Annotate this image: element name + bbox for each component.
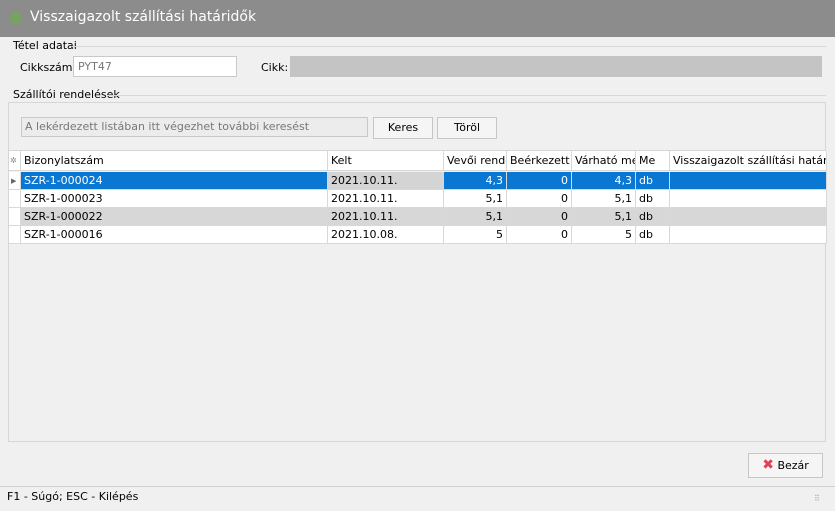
cell-me[interactable]: db	[636, 172, 670, 190]
cell-hatarido[interactable]	[670, 190, 827, 208]
cikkszam-field[interactable]: PYT47	[73, 56, 237, 77]
resize-grip-icon[interactable]: ⠿	[814, 494, 820, 503]
clear-button[interactable]: Töröl	[437, 117, 497, 139]
cell-bizonylat[interactable]: SZR-1-000023	[21, 190, 328, 208]
divider	[107, 95, 826, 96]
cell-varhato[interactable]: 5,1	[572, 208, 636, 226]
status-bar-text: F1 - Súgó; ESC - Kilépés	[7, 490, 139, 503]
col-vevoi[interactable]: Vevői rende	[444, 151, 507, 171]
close-button[interactable]: ✖ Bezár	[748, 453, 823, 478]
cell-beerkezett[interactable]: 0	[507, 208, 572, 226]
cell-kelt[interactable]: 2021.10.08.	[328, 226, 444, 244]
col-varhato[interactable]: Várható mer	[572, 151, 636, 171]
cikk-field	[290, 56, 822, 77]
cell-vevoi[interactable]: 4,3	[444, 172, 507, 190]
cikkszam-label: Cikkszám:	[20, 61, 77, 74]
table-row[interactable]: ▶ SZR-1-000024 2021.10.11. 4,3 0 4,3 db	[9, 172, 827, 190]
cell-me[interactable]: db	[636, 208, 670, 226]
cell-vevoi[interactable]: 5	[444, 226, 507, 244]
search-button[interactable]: Keres	[373, 117, 433, 139]
divider	[0, 486, 835, 487]
cell-kelt[interactable]: 2021.10.11.	[328, 190, 444, 208]
cikk-label: Cikk:	[261, 61, 289, 74]
close-icon: ✖	[762, 457, 774, 473]
window-title: Visszaigazolt szállítási határidők	[30, 9, 257, 25]
row-indicator	[9, 226, 21, 244]
cell-me[interactable]: db	[636, 190, 670, 208]
cell-vevoi[interactable]: 5,1	[444, 190, 507, 208]
col-kelt[interactable]: Kelt	[328, 151, 444, 171]
orders-grid: ✲ Bizonylatszám Kelt Vevői rende Beérkez…	[8, 150, 827, 442]
cell-beerkezett[interactable]: 0	[507, 190, 572, 208]
table-row[interactable]: SZR-1-000022 2021.10.11. 5,1 0 5,1 db	[9, 208, 827, 226]
table-row[interactable]: SZR-1-000016 2021.10.08. 5 0 5 db	[9, 226, 827, 244]
title-bar: Visszaigazolt szállítási határidők	[0, 0, 835, 37]
cell-bizonylat[interactable]: SZR-1-000024	[21, 172, 328, 190]
cell-beerkezett[interactable]: 0	[507, 226, 572, 244]
col-beerkezett[interactable]: Beérkezett r	[507, 151, 572, 171]
cell-me[interactable]: db	[636, 226, 670, 244]
cell-hatarido[interactable]	[670, 226, 827, 244]
col-bizonylatszam[interactable]: Bizonylatszám	[21, 151, 328, 171]
col-hatarido[interactable]: Visszaigazolt szállítási határidő	[670, 151, 827, 171]
cell-bizonylat[interactable]: SZR-1-000022	[21, 208, 328, 226]
row-indicator	[9, 208, 21, 226]
item-group-label: Tétel adatai	[13, 39, 77, 52]
close-button-label: Bezár	[777, 459, 809, 472]
col-me[interactable]: Me	[636, 151, 670, 171]
cell-bizonylat[interactable]: SZR-1-000016	[21, 226, 328, 244]
divider	[72, 46, 826, 47]
cell-varhato[interactable]: 5,1	[572, 190, 636, 208]
app-icon	[10, 12, 22, 24]
new-row-icon: ✲	[9, 151, 21, 171]
orders-panel	[8, 102, 826, 150]
search-input[interactable]: A lekérdezett listában itt végezhet tová…	[21, 117, 368, 137]
cell-vevoi[interactable]: 5,1	[444, 208, 507, 226]
grid-header: ✲ Bizonylatszám Kelt Vevői rende Beérkez…	[9, 151, 827, 171]
cell-kelt[interactable]: 2021.10.11.	[328, 208, 444, 226]
cell-hatarido[interactable]	[670, 172, 827, 190]
cell-kelt[interactable]: 2021.10.11.	[328, 172, 444, 190]
table-row[interactable]: SZR-1-000023 2021.10.11. 5,1 0 5,1 db	[9, 190, 827, 208]
cell-varhato[interactable]: 5	[572, 226, 636, 244]
cell-beerkezett[interactable]: 0	[507, 172, 572, 190]
cell-hatarido[interactable]	[670, 208, 827, 226]
row-indicator-arrow-icon: ▶	[9, 172, 21, 190]
cell-varhato[interactable]: 4,3	[572, 172, 636, 190]
row-indicator	[9, 190, 21, 208]
orders-group-label: Szállítói rendelések	[13, 88, 120, 101]
